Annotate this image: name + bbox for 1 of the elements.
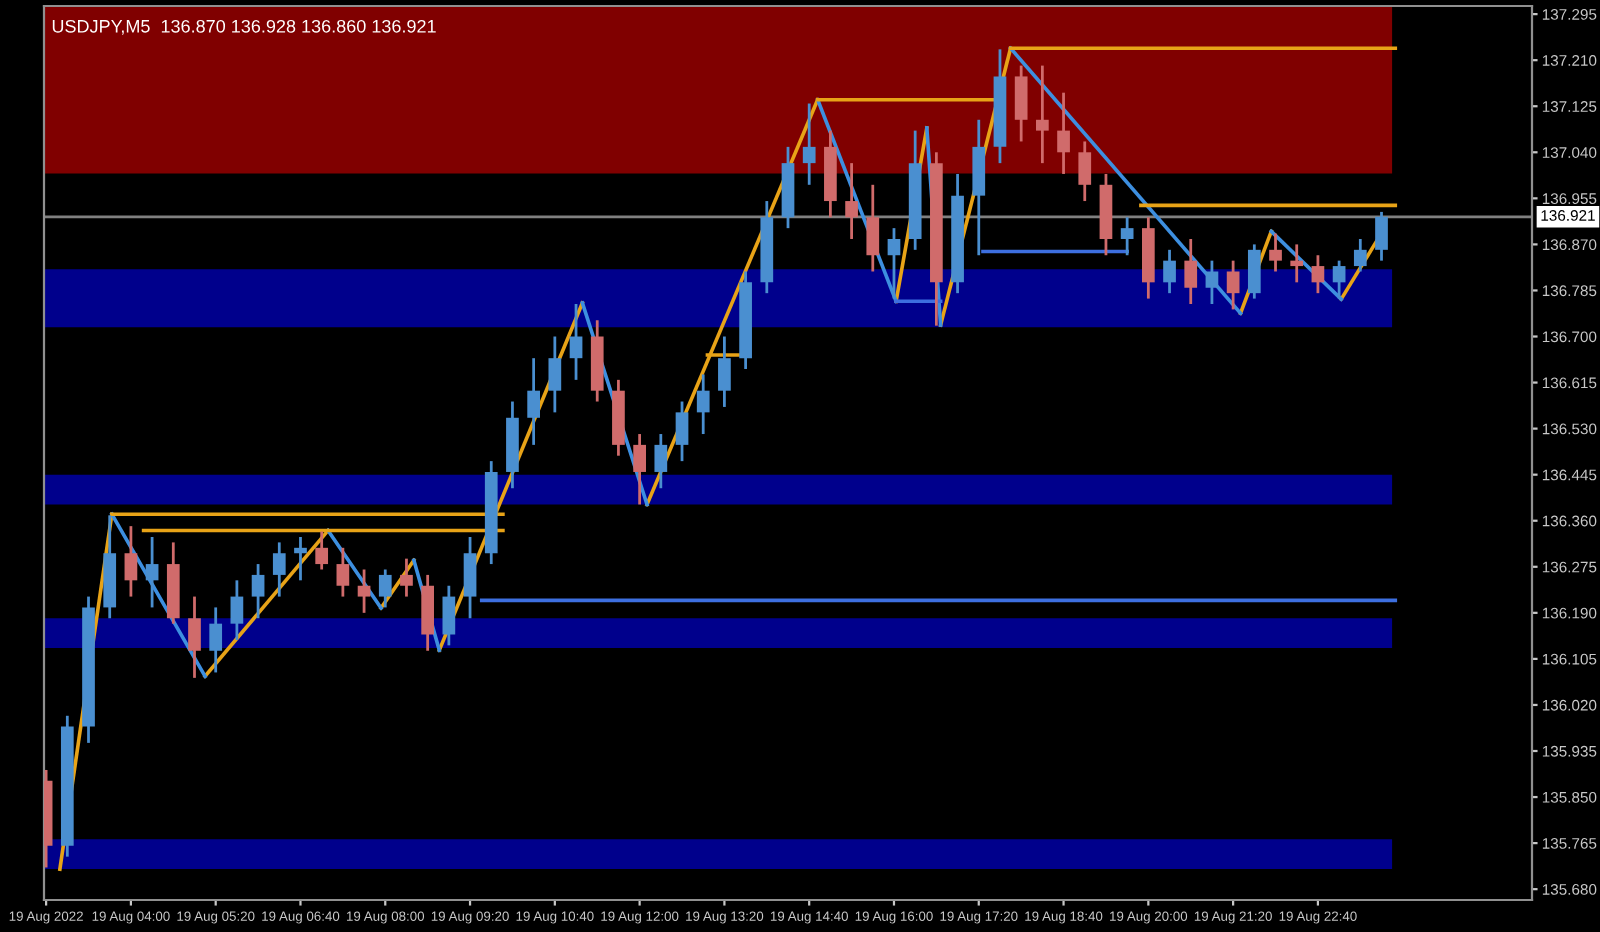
text: USDJPY,M5 136.870 136.928 136.860 136.921 xyxy=(52,19,436,35)
